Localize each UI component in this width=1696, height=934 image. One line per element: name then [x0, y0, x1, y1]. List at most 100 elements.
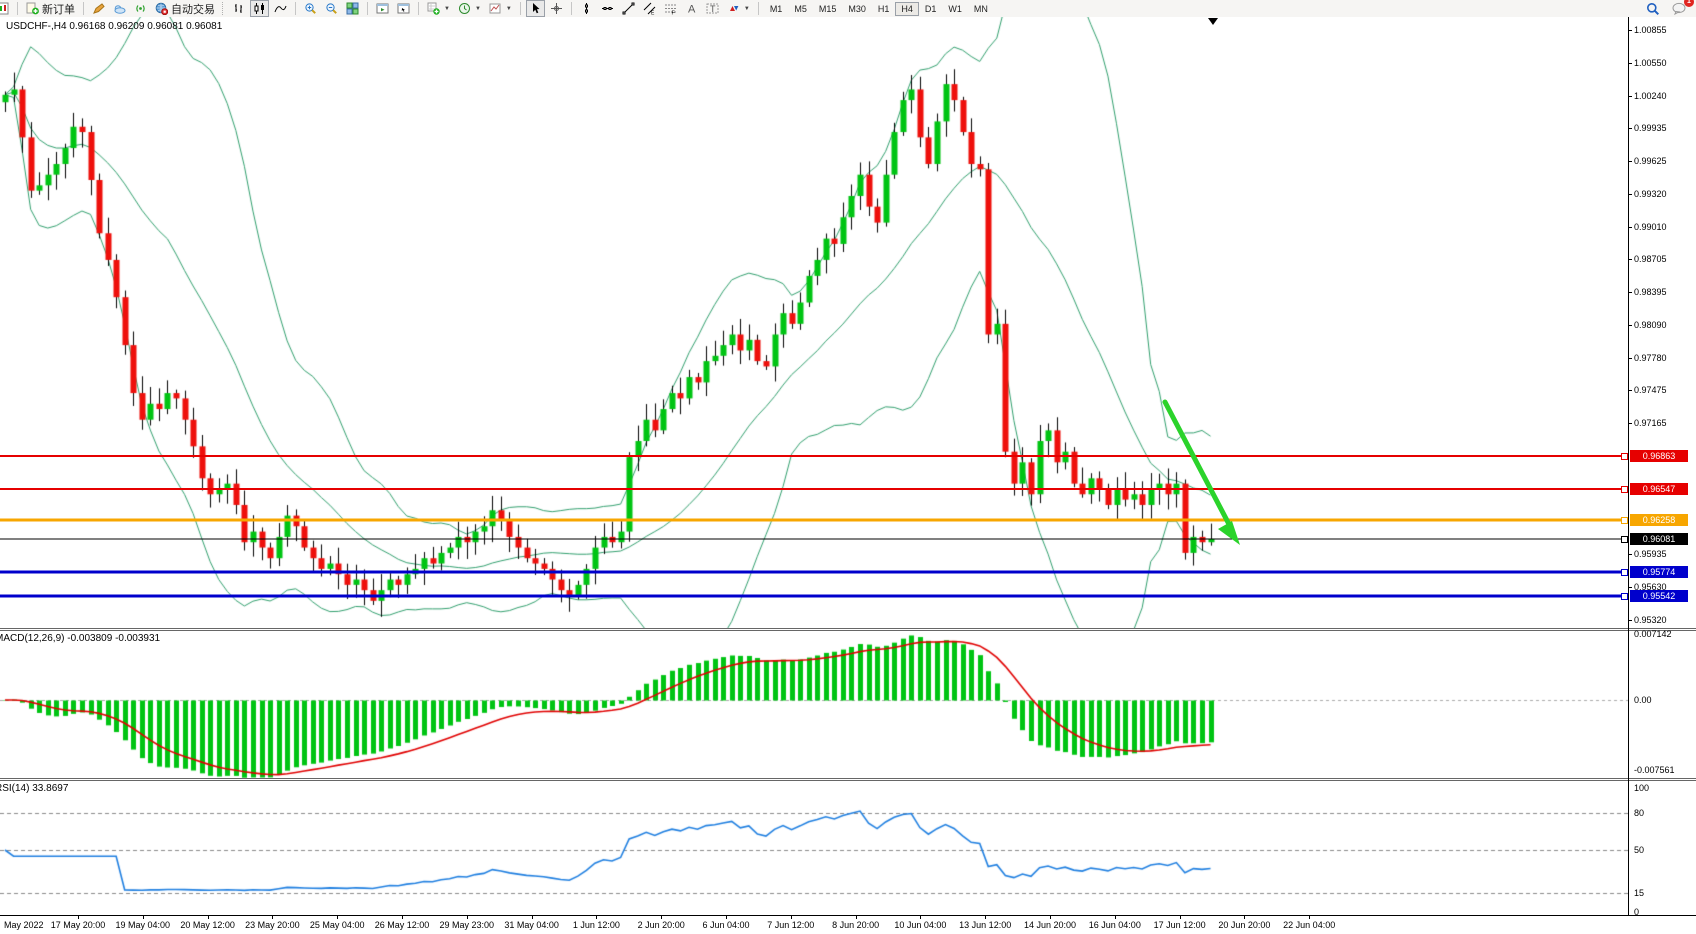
equidistant-channel-icon: E [643, 2, 656, 15]
line-anchor-box [1621, 593, 1628, 601]
line-chart-button[interactable] [271, 0, 290, 17]
hline-support-2[interactable] [0, 594, 1628, 598]
timeframe-h4[interactable]: H4 [895, 1, 919, 16]
time-tick-label: 1 Jun 12:00 [572, 920, 620, 930]
signal-button[interactable] [131, 0, 150, 17]
trendline-icon [622, 2, 635, 15]
time-tick-label: 13 Jun 12:00 [959, 920, 1012, 930]
hline-current-price[interactable] [0, 538, 1628, 540]
zoom-out-button[interactable] [322, 0, 341, 17]
fibonacci-button[interactable]: F [661, 0, 680, 17]
cursor-button[interactable] [525, 0, 545, 17]
time-tick-label: 20 May 12:00 [180, 920, 235, 930]
autotrade-globe-icon [155, 2, 168, 15]
chart-title: USDCHF-,H4 0.96168 0.96209 0.96081 0.960… [6, 21, 222, 32]
svg-text:A: A [688, 4, 696, 16]
price-axis-line [1628, 17, 1629, 915]
price-chart-canvas[interactable] [0, 17, 1628, 628]
pane-splitter-rsi[interactable] [0, 778, 1696, 781]
rsi-label: RSI(14) 33.8697 [0, 783, 69, 794]
periods-button[interactable]: ▼ [455, 0, 484, 17]
time-tick [726, 916, 727, 919]
new-order-label: 新订单 [42, 3, 75, 16]
time-tick-label: 16 Jun 04:00 [1088, 920, 1141, 930]
equidistant-channel-button[interactable]: E [640, 0, 659, 17]
price-badge-support-1: 0.95774 [1621, 565, 1688, 578]
chart-window-icon[interactable] [0, 0, 12, 17]
time-tick [791, 916, 792, 919]
macd-axis-label: -0.007561 [1634, 764, 1675, 775]
zoom-in-icon [305, 3, 316, 14]
text-label-button[interactable]: T [703, 0, 722, 17]
window-cursor-button[interactable] [394, 0, 413, 17]
line-anchor-box [1621, 517, 1628, 525]
time-axis[interactable]: May 2022 17 May 20:00 19 May 04:00 20 May 1… [0, 915, 1696, 934]
main-toolbar: 新订单 自动交易 [0, 0, 1696, 18]
time-tick-label: 6 Jun 04:00 [702, 920, 750, 930]
text-label-icon: T [706, 3, 719, 14]
new-order-button[interactable]: 新订单 [23, 0, 78, 17]
pane-splitter-macd[interactable] [0, 628, 1696, 631]
trendline-button[interactable] [619, 0, 638, 17]
autotrade-label: 自动交易 [171, 3, 215, 16]
price-tick-label: 0.97780 [1634, 352, 1667, 363]
macd-canvas[interactable] [0, 631, 1628, 778]
hline-resistance-1[interactable] [0, 454, 1628, 457]
horizontal-line-icon [601, 7, 613, 10]
timeframe-h1[interactable]: H1 [877, 3, 890, 14]
dropdown-arrow-icon: ▼ [444, 5, 450, 12]
vertical-line-icon [584, 3, 588, 14]
toolbar-separator [367, 2, 368, 15]
text-button[interactable]: A [682, 0, 701, 17]
template-button[interactable]: ▼ [486, 0, 515, 17]
time-tick [272, 916, 273, 919]
vertical-line-button[interactable] [577, 0, 596, 17]
timeframe-w1[interactable]: W1 [948, 3, 962, 14]
svg-text:F: F [671, 11, 675, 16]
line-anchor-box [1621, 568, 1628, 576]
price-tick-label: 0.98705 [1634, 254, 1667, 265]
toolbar-separator [17, 2, 18, 15]
price-badge-resistance-2: 0.96547 [1621, 483, 1688, 496]
zoom-in-button[interactable] [301, 0, 320, 17]
signal-icon [136, 5, 145, 12]
time-tick-label: 20 Jun 20:00 [1218, 920, 1271, 930]
arrows-button[interactable]: ▼ [724, 0, 753, 17]
search-button[interactable] [1643, 0, 1663, 17]
time-tick-label: 22 Jun 04:00 [1283, 920, 1336, 930]
chart-shift-marker[interactable] [1208, 18, 1218, 25]
horizontal-line-button[interactable] [598, 0, 617, 17]
hline-resistance-2[interactable] [0, 488, 1628, 491]
chat-button[interactable]: 1 [1669, 0, 1694, 17]
timeframe-m15[interactable]: M15 [818, 3, 837, 14]
window-play-button[interactable] [373, 0, 392, 17]
timeframe-m5[interactable]: M5 [794, 3, 807, 14]
timeframe-m1[interactable]: M1 [769, 3, 783, 14]
time-tick [856, 916, 857, 919]
toolbar-separator [570, 2, 572, 15]
timeframe-m30[interactable]: M30 [848, 3, 866, 14]
cloud-button[interactable] [110, 0, 129, 17]
line-anchor-box [1621, 452, 1628, 460]
price-tick [1628, 194, 1632, 195]
tile-windows-button[interactable] [343, 0, 362, 17]
timeframe-d1[interactable]: D1 [924, 3, 937, 14]
crosshair-button[interactable] [547, 0, 566, 17]
rsi-axis-label: 100 [1634, 783, 1650, 793]
crayon-icon [93, 3, 105, 14]
hline-pivot-orange[interactable] [0, 518, 1628, 522]
price-badge-current-price: 0.96081 [1621, 532, 1688, 545]
template-icon [489, 3, 501, 14]
crayon-button[interactable] [89, 0, 108, 17]
add-indicator-button[interactable]: ▼ [424, 0, 453, 17]
hline-support-1[interactable] [0, 570, 1628, 574]
autotrade-button[interactable]: 自动交易 [152, 0, 218, 17]
timeframe-mn[interactable]: MN [973, 3, 988, 14]
candlestick-chart-button[interactable] [250, 0, 269, 17]
bar-chart-button[interactable] [229, 0, 248, 17]
time-tick-label: 31 May 04:00 [504, 920, 559, 930]
time-tick [985, 916, 986, 919]
price-tick-label: 0.99935 [1634, 123, 1667, 134]
rsi-canvas[interactable] [0, 781, 1628, 915]
price-badge-resistance-1: 0.96863 [1621, 449, 1688, 462]
